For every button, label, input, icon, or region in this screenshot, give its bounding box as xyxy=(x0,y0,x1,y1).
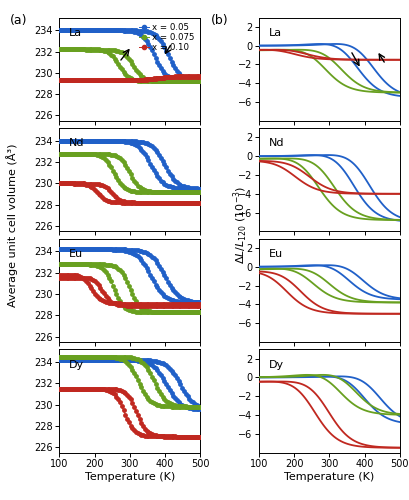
X-axis label: Temperature (K): Temperature (K) xyxy=(84,472,175,482)
Text: Eu: Eu xyxy=(268,249,282,259)
Text: Nd: Nd xyxy=(268,138,284,148)
Legend: x = 0.05, x = 0.075, x = 0.10: x = 0.05, x = 0.075, x = 0.10 xyxy=(137,22,195,53)
Text: Dy: Dy xyxy=(69,360,84,370)
Text: $\Delta L/L_{120}\ (10^{-3})$: $\Delta L/L_{120}\ (10^{-3})$ xyxy=(231,186,249,264)
Text: Dy: Dy xyxy=(268,360,283,370)
Text: Nd: Nd xyxy=(69,138,85,148)
Text: (b): (b) xyxy=(211,14,228,27)
Text: Eu: Eu xyxy=(69,249,83,259)
X-axis label: Temperature (K): Temperature (K) xyxy=(283,472,374,482)
Text: (a): (a) xyxy=(10,14,28,27)
Text: La: La xyxy=(268,28,281,38)
Text: Average unit cell volume (Å³): Average unit cell volume (Å³) xyxy=(6,143,18,306)
Text: La: La xyxy=(69,28,82,38)
